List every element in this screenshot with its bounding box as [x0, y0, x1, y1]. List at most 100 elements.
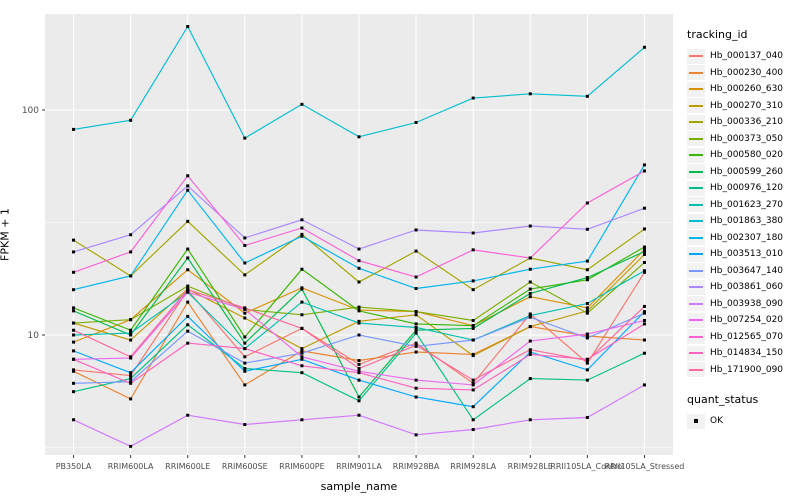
data-point	[243, 423, 247, 427]
data-point	[129, 318, 133, 322]
data-point	[243, 236, 247, 240]
legend: tracking_id Hb_000137_040 Hb_000230_400 Hb…	[687, 28, 799, 430]
legend-item-label: Hb_003513_010	[710, 249, 784, 260]
legend-key	[687, 263, 705, 279]
data-point	[186, 184, 190, 188]
data-point	[414, 286, 418, 290]
data-point	[72, 349, 76, 353]
legend-item-Hb_012565_070: Hb_012565_070	[687, 329, 799, 346]
data-point	[300, 300, 304, 304]
data-point	[528, 325, 532, 329]
data-point	[129, 444, 133, 448]
data-point	[129, 355, 133, 359]
legend-item-label: Hb_014834_150	[710, 348, 784, 359]
data-point	[72, 288, 76, 292]
data-point	[642, 206, 646, 210]
data-point	[243, 383, 247, 387]
data-point	[129, 371, 133, 375]
legend-key	[687, 213, 705, 229]
legend-item-Hb_000976_120: Hb_000976_120	[687, 180, 799, 197]
data-point	[414, 350, 418, 354]
data-point	[471, 405, 475, 409]
data-point	[528, 348, 532, 352]
data-point	[300, 313, 304, 317]
data-point	[72, 340, 76, 344]
legend-item-Hb_000270_310: Hb_000270_310	[687, 98, 799, 115]
legend-key-line-icon	[689, 269, 703, 272]
data-point	[642, 351, 646, 355]
data-point	[414, 228, 418, 232]
data-point	[186, 413, 190, 417]
legend-key-line-icon	[689, 286, 703, 289]
data-point	[528, 315, 532, 319]
data-point	[243, 261, 247, 265]
data-point	[471, 248, 475, 252]
legend-item-label: Hb_000230_400	[710, 67, 784, 78]
legend-key	[687, 362, 705, 378]
legend-key	[687, 345, 705, 361]
data-point	[471, 288, 475, 292]
data-point	[300, 349, 304, 353]
data-point	[357, 266, 361, 270]
data-point	[357, 333, 361, 337]
y-tick-label: 10	[28, 331, 40, 341]
legend-item-label: Hb_000270_310	[710, 100, 784, 111]
data-point	[243, 273, 247, 277]
data-point	[243, 316, 247, 320]
legend-item-Hb_003861_060: Hb_003861_060	[687, 279, 799, 296]
data-point	[585, 336, 589, 340]
data-point	[300, 226, 304, 230]
data-point	[300, 364, 304, 368]
data-point	[585, 368, 589, 372]
legend-key-line-icon	[689, 335, 703, 338]
legend-key-line-icon	[689, 137, 703, 140]
data-point	[642, 261, 646, 265]
data-point	[357, 359, 361, 363]
data-point	[72, 328, 76, 332]
data-point	[357, 395, 361, 399]
legend-key-line-icon	[689, 220, 703, 223]
legend-item-label: Hb_000976_120	[710, 183, 784, 194]
data-point	[300, 418, 304, 422]
legend-item-label: Hb_000373_050	[710, 133, 784, 144]
data-point	[585, 334, 589, 338]
data-point	[129, 233, 133, 237]
data-point	[528, 352, 532, 356]
data-point	[72, 127, 76, 131]
legend-item-Hb_000137_040: Hb_000137_040	[687, 48, 799, 65]
legend-item-Hb_002307_180: Hb_002307_180	[687, 230, 799, 247]
data-point	[414, 331, 418, 335]
legend-item-label: Hb_000137_040	[710, 51, 784, 62]
legend-item-label: Hb_000580_020	[710, 150, 784, 161]
legend-item-Hb_001863_380: Hb_001863_380	[687, 213, 799, 230]
data-point	[186, 288, 190, 292]
legend-item-label: Hb_003861_060	[710, 282, 784, 293]
legend-item-label: Hb_007254_020	[710, 315, 784, 326]
data-point	[642, 304, 646, 308]
data-point	[129, 118, 133, 122]
data-point	[243, 366, 247, 370]
data-point	[129, 333, 133, 337]
legend-key-line-icon	[689, 352, 703, 355]
x-tick-label: RRIM928LE	[508, 462, 553, 471]
data-point	[585, 361, 589, 365]
legend-key	[687, 98, 705, 114]
legend-key	[687, 329, 705, 345]
legend-key-line-icon	[689, 203, 703, 206]
data-point	[585, 227, 589, 231]
data-point	[585, 201, 589, 205]
x-tick-label: RRIM928LA	[450, 462, 496, 471]
data-point	[72, 381, 76, 385]
data-point	[414, 395, 418, 399]
legend-key	[687, 48, 705, 64]
data-point	[243, 136, 247, 140]
legend-key	[687, 197, 705, 213]
data-point	[129, 250, 133, 254]
legend-item-Hb_001623_270: Hb_001623_270	[687, 197, 799, 214]
data-point	[186, 341, 190, 345]
data-point	[471, 318, 475, 322]
data-point	[300, 234, 304, 238]
data-point	[528, 339, 532, 343]
data-point	[243, 243, 247, 247]
